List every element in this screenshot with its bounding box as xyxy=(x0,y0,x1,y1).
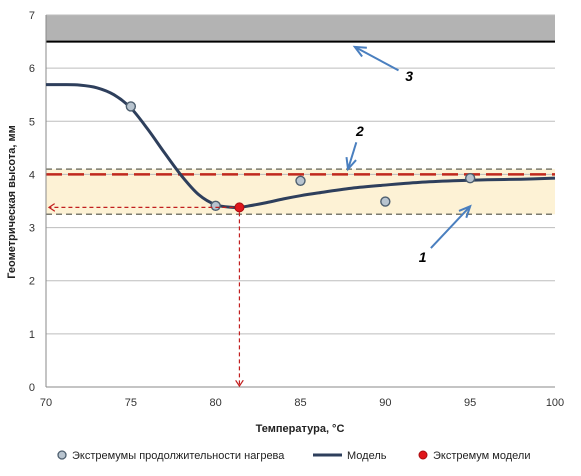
x-tick-label: 85 xyxy=(294,397,306,409)
heating-extremum-point xyxy=(210,200,221,211)
annotation-label-3: 3 xyxy=(405,68,413,84)
annotation-arrowhead-1 xyxy=(458,204,472,219)
annotation-arrowhead-2 xyxy=(345,157,357,172)
x-tick-label: 95 xyxy=(464,397,476,409)
y-tick-label: 0 xyxy=(29,382,35,394)
axes xyxy=(45,15,555,388)
legend-marker-model-extremum xyxy=(418,450,428,460)
legend-label-heating-extremum: Экстремумы продолжительности нагрева xyxy=(72,450,285,462)
y-axis-title: Геометрическая высота, мм xyxy=(6,125,18,279)
heating-extremum-point xyxy=(464,172,476,184)
annotation-arrow-2 xyxy=(347,142,358,170)
data-series xyxy=(45,83,556,213)
legend-marker-heating-extremum xyxy=(57,450,67,460)
x-tick-label: 100 xyxy=(546,397,564,409)
band-1 xyxy=(46,15,555,42)
x-axis-title: Температура, °C xyxy=(256,423,345,435)
gridlines xyxy=(46,14,555,388)
y-tick-label: 3 xyxy=(29,223,35,235)
x-tick-label: 70 xyxy=(40,397,52,409)
tick-labels: 70 75 80 85 90 95 100 0 1 2 3 4 5 6 7 xyxy=(29,10,564,409)
annotation-arrow-1 xyxy=(430,205,471,249)
y-tick-label: 7 xyxy=(29,10,35,22)
y-tick-label: 1 xyxy=(29,329,35,341)
legend-label-model: Модель xyxy=(347,450,387,462)
x-tick-label: 80 xyxy=(210,397,222,409)
y-tick-label: 2 xyxy=(29,276,35,288)
annotation-label-1: 1 xyxy=(419,249,427,265)
x-tick-label: 90 xyxy=(379,397,391,409)
y-tick-label: 5 xyxy=(29,116,35,128)
legend-label-model-extremum: Экстремум модели xyxy=(433,450,530,462)
legend: Экстремумы продолжительности нагрева Моде… xyxy=(57,450,530,462)
annotation-label-2: 2 xyxy=(355,123,364,139)
heating-extremum-point xyxy=(125,101,137,112)
y-tick-label: 4 xyxy=(29,169,35,181)
y-tick-label: 6 xyxy=(29,63,35,75)
annotation-arrowhead-3 xyxy=(352,45,367,58)
projection-lines xyxy=(49,207,239,386)
heating-extremum-point xyxy=(380,196,391,207)
annotation-arrow-3 xyxy=(354,46,399,72)
x-tick-label: 75 xyxy=(125,397,137,409)
heating-extremum-point xyxy=(295,175,306,187)
annotations: 1 2 3 xyxy=(345,45,472,265)
model-extremum-point xyxy=(234,202,245,213)
